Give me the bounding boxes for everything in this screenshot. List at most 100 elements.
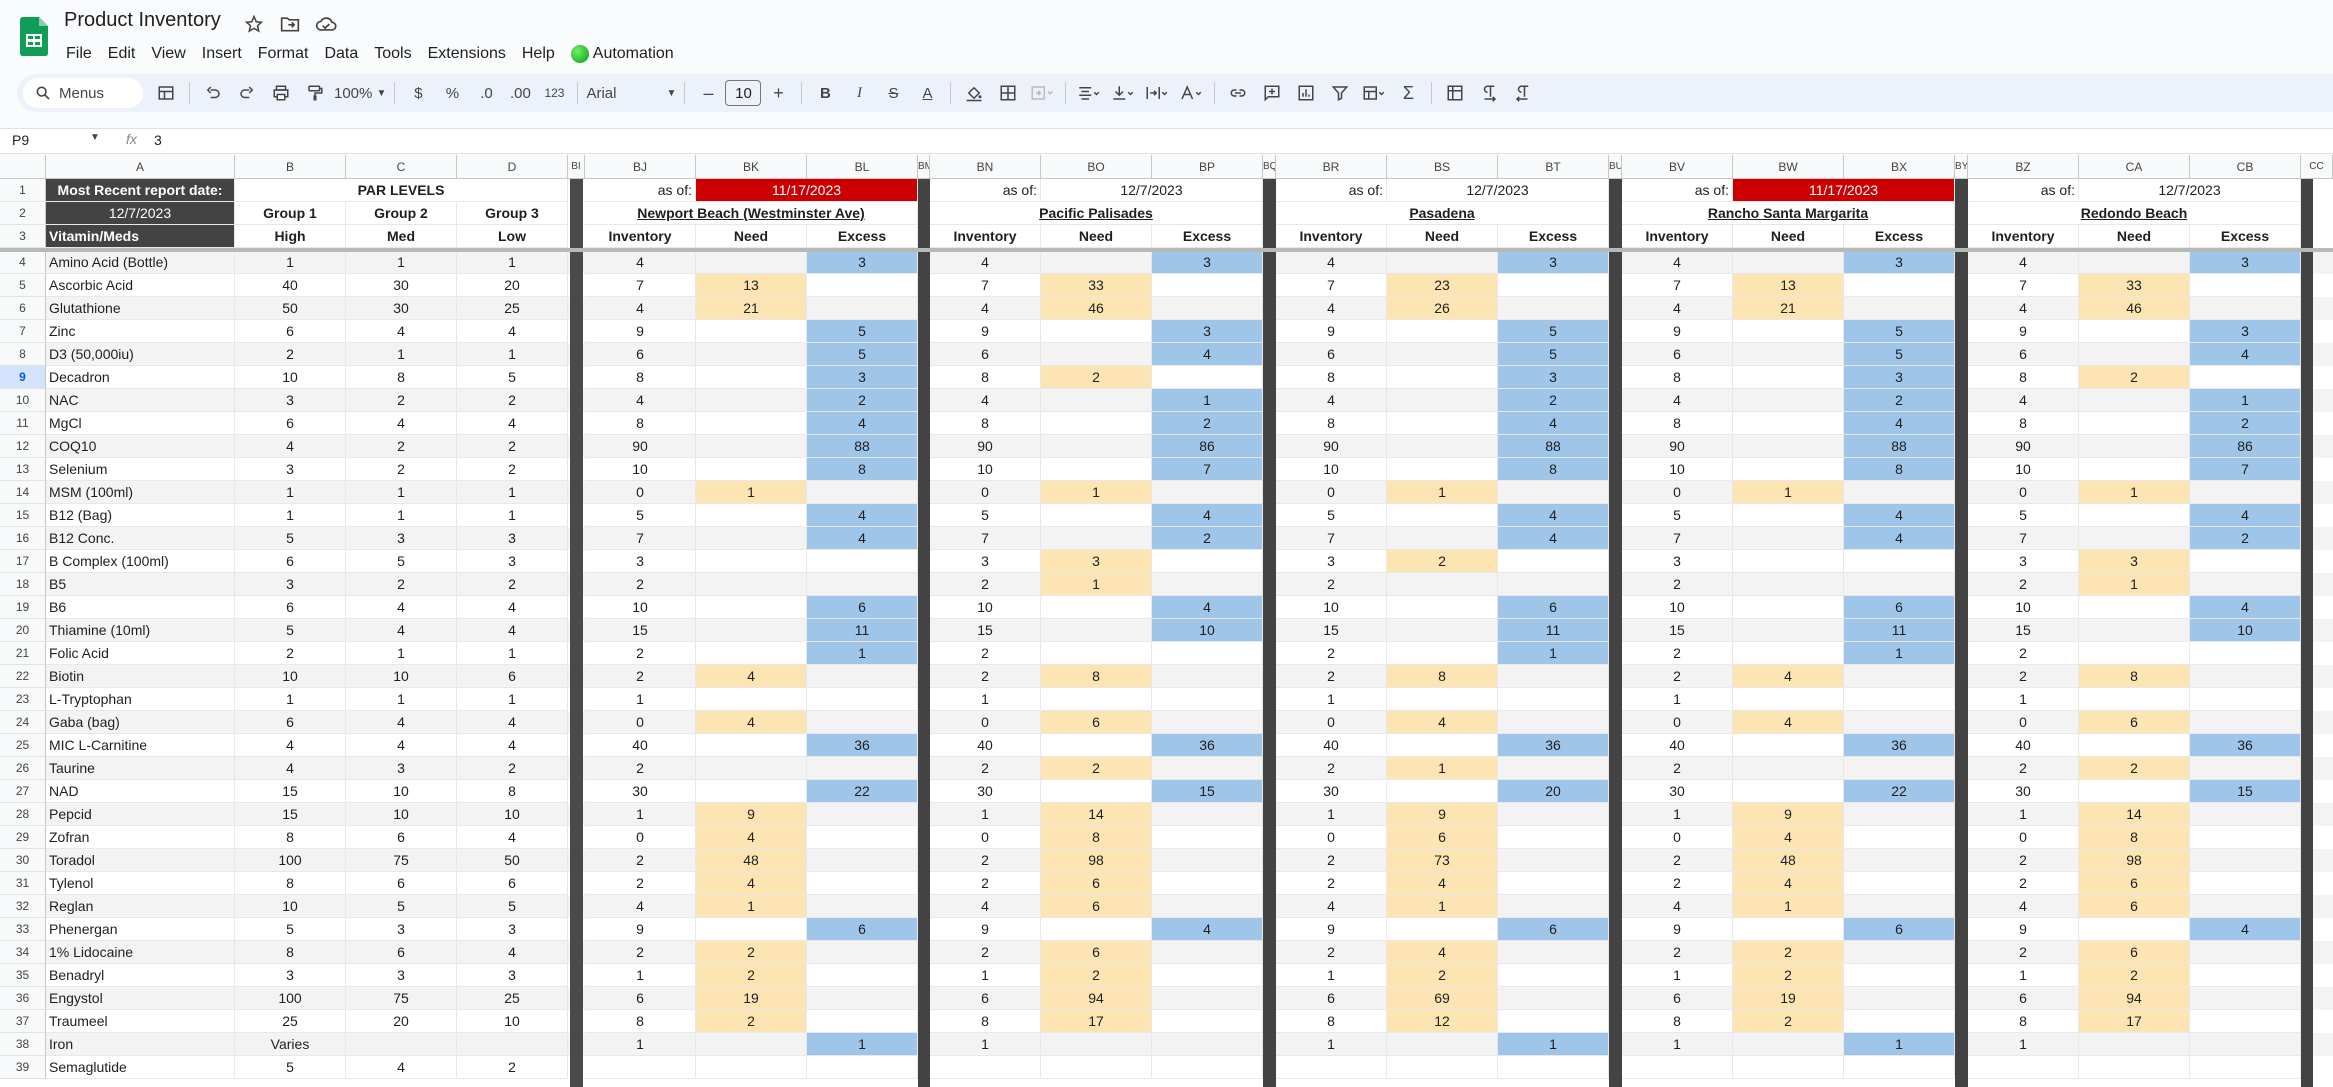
par-level-cell[interactable]: 50 — [457, 849, 568, 872]
location-name[interactable]: Pacific Palisades — [930, 202, 1263, 225]
inventory-cell[interactable]: 7 — [1622, 527, 1733, 550]
excess-cell[interactable]: 20 — [1498, 780, 1609, 803]
par-level-cell[interactable]: 75 — [346, 849, 457, 872]
excess-cell[interactable] — [807, 964, 918, 987]
excess-cell[interactable]: 1 — [807, 1033, 918, 1056]
excess-cell[interactable] — [1498, 757, 1609, 780]
menu-extensions[interactable]: Extensions — [427, 45, 506, 62]
row-header[interactable]: 32 — [0, 895, 46, 918]
inventory-cell[interactable]: 10 — [1622, 596, 1733, 619]
excess-cell[interactable]: 4 — [1152, 596, 1263, 619]
need-cell[interactable]: 2 — [2079, 964, 2190, 987]
inventory-cell[interactable]: 4 — [1276, 251, 1387, 274]
excess-cell[interactable]: 2 — [807, 389, 918, 412]
item-name[interactable]: Zinc — [46, 320, 235, 343]
excess-cell[interactable]: 4 — [807, 504, 918, 527]
decrease-decimal-button[interactable]: .0 — [480, 84, 493, 102]
column-header-br[interactable]: BR — [1276, 155, 1387, 179]
column-header-cc[interactable]: CC — [2301, 155, 2333, 179]
need-cell[interactable]: 9 — [1387, 803, 1498, 826]
item-name[interactable]: MgCl — [46, 412, 235, 435]
need-cell[interactable]: 2 — [1733, 964, 1844, 987]
excess-cell[interactable]: 4 — [1498, 412, 1609, 435]
need-cell[interactable]: 33 — [2079, 274, 2190, 297]
inventory-cell[interactable]: 2 — [585, 573, 696, 596]
excess-cell[interactable] — [807, 573, 918, 596]
need-cell[interactable] — [1041, 918, 1152, 941]
par-level-cell[interactable] — [346, 1033, 457, 1056]
excess-cell[interactable]: 4 — [1844, 527, 1955, 550]
inventory-cell[interactable]: 9 — [1968, 918, 2079, 941]
item-name[interactable]: Selenium — [46, 458, 235, 481]
need-cell[interactable] — [1733, 757, 1844, 780]
as-of-label[interactable]: as of: — [930, 179, 1041, 202]
need-cell[interactable]: 6 — [1041, 872, 1152, 895]
par-level-cell[interactable]: 25 — [235, 1010, 346, 1033]
inventory-cell[interactable]: 1 — [930, 1033, 1041, 1056]
par-level-cell[interactable]: 6 — [457, 665, 568, 688]
inventory-cell[interactable]: 4 — [585, 297, 696, 320]
need-cell[interactable]: 98 — [1041, 849, 1152, 872]
excess-cell[interactable]: 36 — [1498, 734, 1609, 757]
need-cell[interactable] — [1041, 1056, 1152, 1079]
par-level-cell[interactable]: 1 — [235, 504, 346, 527]
row-header[interactable]: 15 — [0, 504, 46, 527]
menu-help[interactable]: Help — [521, 45, 555, 62]
need-cell[interactable]: 1 — [696, 895, 807, 918]
need-cell[interactable] — [1387, 458, 1498, 481]
inventory-cell[interactable]: 1 — [930, 688, 1041, 711]
excess-cell[interactable] — [2190, 711, 2301, 734]
excess-cell[interactable] — [2190, 665, 2301, 688]
par-level-cell[interactable] — [457, 1033, 568, 1056]
inventory-cell[interactable]: 15 — [585, 619, 696, 642]
inventory-cell[interactable]: 9 — [1276, 918, 1387, 941]
inventory-cell[interactable]: 2 — [1968, 665, 2079, 688]
par-level-cell[interactable]: 4 — [457, 320, 568, 343]
excess-cell[interactable] — [1152, 550, 1263, 573]
par-level-cell[interactable]: 2 — [346, 435, 457, 458]
excess-cell[interactable] — [807, 274, 918, 297]
need-cell[interactable]: 17 — [2079, 1010, 2190, 1033]
need-cell[interactable] — [1387, 734, 1498, 757]
inventory-cell[interactable] — [1622, 1056, 1733, 1079]
column-header-bv[interactable]: BV — [1622, 155, 1733, 179]
inventory-cell[interactable]: 10 — [1968, 596, 2079, 619]
excess-cell[interactable]: 5 — [807, 320, 918, 343]
location-column-header[interactable]: Need — [1387, 225, 1498, 248]
excess-cell[interactable]: 4 — [1152, 504, 1263, 527]
inventory-cell[interactable]: 0 — [1276, 711, 1387, 734]
inventory-cell[interactable]: 5 — [930, 504, 1041, 527]
inventory-cell[interactable] — [1968, 1056, 2079, 1079]
need-cell[interactable] — [1041, 504, 1152, 527]
need-cell[interactable]: 13 — [1733, 274, 1844, 297]
need-cell[interactable] — [696, 527, 807, 550]
bold-button[interactable]: B — [820, 84, 831, 102]
need-cell[interactable]: 1 — [1733, 895, 1844, 918]
need-cell[interactable]: 19 — [1733, 987, 1844, 1010]
need-cell[interactable]: 1 — [1041, 573, 1152, 596]
as-of-label[interactable]: as of: — [585, 179, 696, 202]
text-rotation-icon[interactable] — [1176, 78, 1206, 108]
excess-cell[interactable] — [1844, 688, 1955, 711]
row-header[interactable]: 2 — [0, 202, 46, 225]
excess-cell[interactable]: 6 — [1498, 918, 1609, 941]
inventory-cell[interactable]: 4 — [585, 251, 696, 274]
frozen-columns-divider[interactable] — [570, 179, 583, 1087]
print-icon[interactable] — [266, 78, 296, 108]
par-level-cell[interactable]: 1 — [235, 251, 346, 274]
excess-cell[interactable] — [1498, 665, 1609, 688]
excess-cell[interactable] — [1152, 573, 1263, 596]
par-level-cell[interactable]: 1 — [346, 481, 457, 504]
need-cell[interactable]: 14 — [1041, 803, 1152, 826]
need-cell[interactable] — [1733, 619, 1844, 642]
excess-cell[interactable] — [1844, 481, 1955, 504]
need-cell[interactable]: 8 — [1387, 665, 1498, 688]
excess-cell[interactable]: 4 — [1844, 504, 1955, 527]
need-cell[interactable]: 6 — [1041, 941, 1152, 964]
excess-cell[interactable]: 4 — [1498, 527, 1609, 550]
excess-cell[interactable]: 86 — [2190, 435, 2301, 458]
column-header-by[interactable]: BY — [1955, 155, 1968, 179]
need-cell[interactable] — [1733, 527, 1844, 550]
need-cell[interactable]: 46 — [1041, 297, 1152, 320]
group-header[interactable]: Group 1 — [235, 202, 346, 225]
